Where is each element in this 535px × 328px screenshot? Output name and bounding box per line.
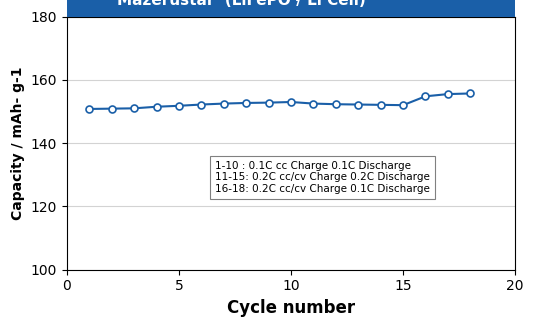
Text: Mazerustar  (LiFePO: Mazerustar (LiFePO xyxy=(117,0,291,8)
X-axis label: Cycle number: Cycle number xyxy=(227,299,355,317)
Text: 1-10 : 0.1C cc Charge 0.1C Discharge
11-15: 0.2C cc/cv Charge 0.2C Discharge
16-: 1-10 : 0.1C cc Charge 0.1C Discharge 11-… xyxy=(215,161,430,194)
Y-axis label: Capacity / mAh- g-1: Capacity / mAh- g-1 xyxy=(11,66,25,220)
Text: 4: 4 xyxy=(291,0,299,3)
Text: / Li Cell): / Li Cell) xyxy=(291,0,366,8)
FancyBboxPatch shape xyxy=(67,0,515,17)
